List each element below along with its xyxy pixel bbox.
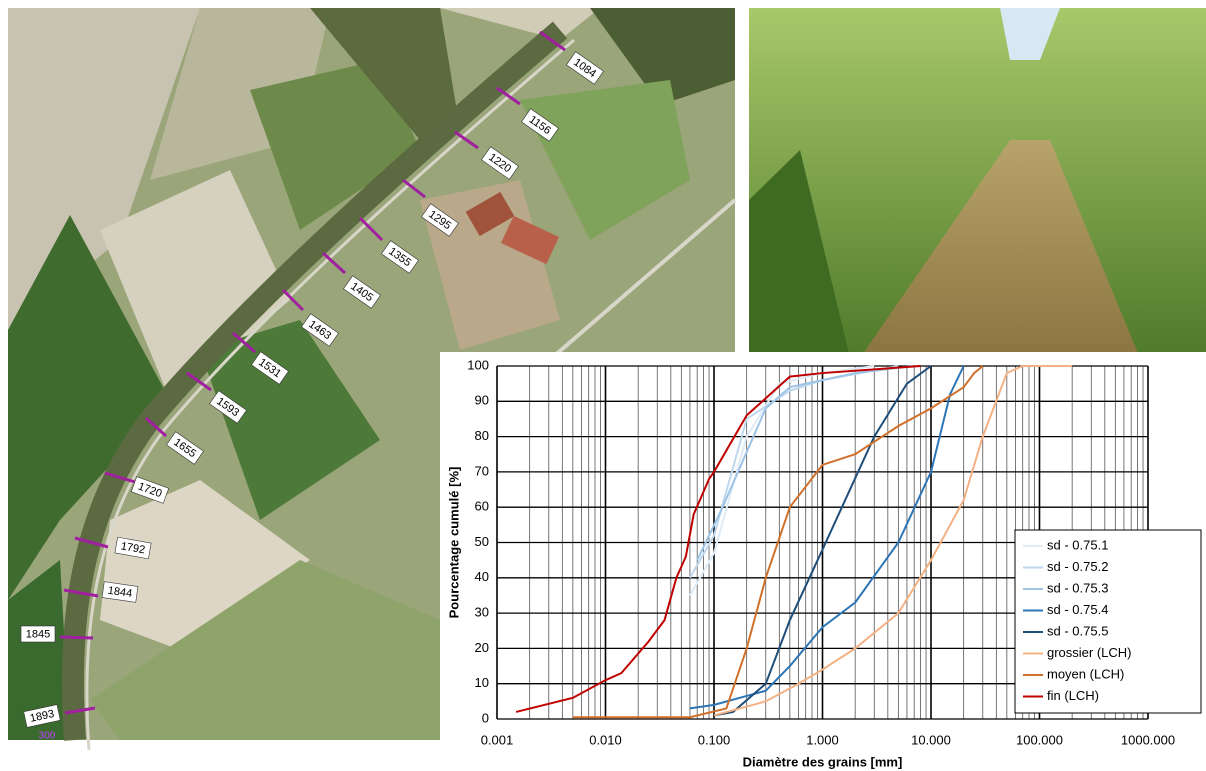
scale-label: 300 [39,731,56,742]
y-tick-label: 60 [475,499,489,514]
y-tick-label: 50 [475,534,489,549]
legend-label: sd - 0.75.1 [1047,537,1108,552]
y-tick-label: 20 [475,640,489,655]
x-axis-title: Diamètre des grains [mm] [743,754,903,769]
legend-label: moyen (LCH) [1047,666,1124,681]
x-tick-label: 0.100 [698,732,731,747]
y-tick-label: 10 [475,675,489,690]
y-tick-label: 90 [475,393,489,408]
y-tick-label: 30 [475,605,489,620]
section-label: 1845 [21,626,55,642]
x-tick-label: 100.000 [1016,732,1063,747]
y-axis-title: Pourcentage cumulé [%] [446,467,461,619]
y-tick-label: 0 [482,710,489,725]
x-tick-label: 0.010 [589,732,622,747]
y-tick-label: 80 [475,428,489,443]
legend-label: fin (LCH) [1047,688,1099,703]
legend-label: sd - 0.75.5 [1047,623,1108,638]
legend-box [1015,530,1201,713]
legend-label: sd - 0.75.3 [1047,580,1108,595]
legend-label: sd - 0.75.4 [1047,602,1108,617]
figure: 1084115612201295135514051463153115931655… [0,0,1206,771]
y-tick-label: 40 [475,569,489,584]
y-tick-label: 100 [467,357,489,372]
y-tick-label: 70 [475,463,489,478]
section-tick [60,637,93,638]
legend-label: sd - 0.75.2 [1047,559,1108,574]
x-tick-label: 0.001 [481,732,514,747]
page: {"map": {"section_labels": ["1084", "115… [0,0,1206,771]
legend-label: grossier (LCH) [1047,645,1132,660]
x-tick-label: 1000.000 [1121,732,1175,747]
label-text: 1845 [26,628,50,640]
x-tick-label: 10.000 [911,732,951,747]
photo [749,8,1206,358]
x-tick-label: 1.000 [806,732,839,747]
